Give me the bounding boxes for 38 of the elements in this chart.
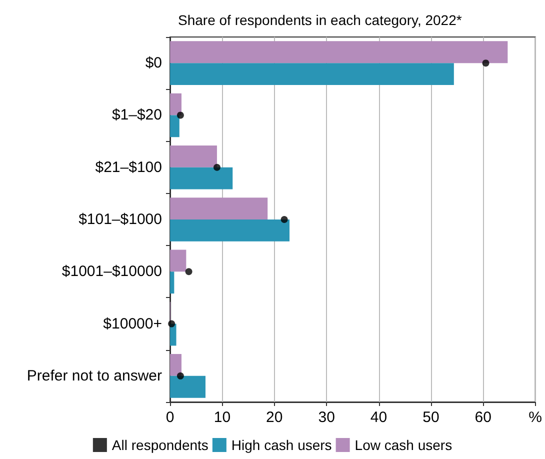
bar [170, 63, 454, 85]
legend-label: High cash users [231, 437, 332, 453]
bar [170, 115, 180, 138]
legend-label: Low cash users [354, 437, 452, 453]
point [185, 268, 192, 276]
x-tick-label: 30 [318, 409, 335, 426]
bar [170, 220, 290, 242]
point [176, 112, 184, 119]
point [213, 164, 220, 171]
x-tick-label: 20 [266, 409, 283, 426]
bar [170, 198, 268, 220]
bar [170, 354, 182, 376]
point [168, 320, 176, 328]
point [280, 216, 288, 223]
legend-label: All respondents [112, 437, 208, 453]
bar [170, 272, 174, 294]
x-tick-label: % [528, 409, 542, 426]
bar [170, 93, 182, 116]
bar [170, 41, 508, 64]
bar [170, 250, 186, 272]
x-tick-label: 60 [474, 409, 492, 426]
y-tick-label: $101–$1000 [78, 211, 162, 228]
y-tick-label: $1–$20 [112, 106, 162, 124]
y-tick-label: Prefer not to answer [26, 367, 162, 384]
x-tick-label: 40 [370, 409, 388, 426]
bar [170, 145, 217, 168]
bar [170, 167, 233, 190]
chart-subtitle: Share of respondents in each category, 2022* [178, 12, 462, 28]
y-tick-label: $21–$100 [95, 158, 162, 176]
y-tick-label: $1001–$10000 [62, 263, 162, 280]
x-tick-label: 0 [166, 409, 174, 426]
point [176, 372, 184, 380]
x-tick-label: 10 [214, 409, 231, 426]
y-tick-label: $0 [145, 54, 162, 72]
bar [170, 376, 206, 398]
x-tick-label: 50 [422, 409, 440, 426]
y-tick-label: $10000+ [103, 315, 162, 332]
point [482, 60, 490, 67]
